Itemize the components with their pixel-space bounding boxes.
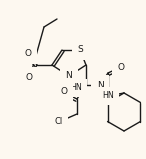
Text: O: O <box>118 62 125 72</box>
Text: N: N <box>97 80 103 90</box>
Text: Cl: Cl <box>55 117 63 125</box>
Text: HN: HN <box>70 83 82 93</box>
Text: O: O <box>26 73 33 82</box>
Text: N: N <box>66 72 72 80</box>
Text: O: O <box>25 49 32 59</box>
Text: O: O <box>60 87 67 97</box>
Text: HN: HN <box>102 91 114 100</box>
Text: S: S <box>77 45 83 55</box>
